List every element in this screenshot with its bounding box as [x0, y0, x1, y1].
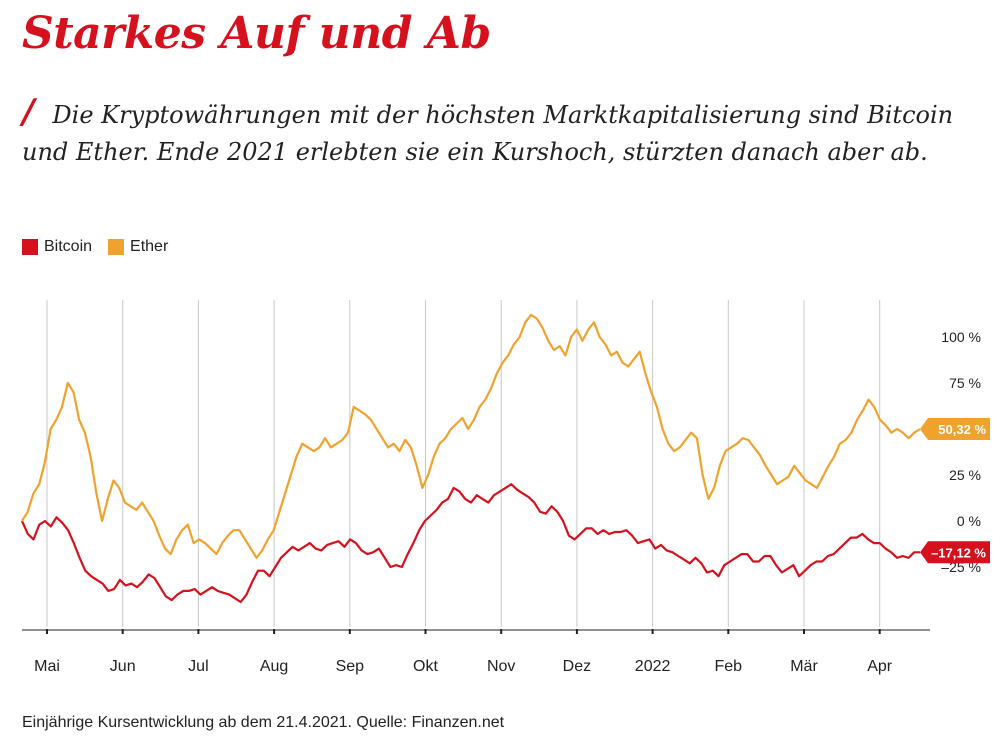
- x-tick-label: 2022: [635, 658, 671, 675]
- x-tick-label: Sep: [336, 658, 365, 675]
- x-tick-label: Feb: [715, 658, 743, 675]
- y-tick-label: 25 %: [949, 467, 981, 483]
- chart-subtitle: / Die Kryptowährungen mit der höchsten Ma…: [22, 94, 982, 171]
- chart-title: Starkes Auf und Ab: [22, 8, 491, 59]
- legend-swatch-bitcoin: [22, 239, 38, 255]
- legend-label-bitcoin: Bitcoin: [44, 238, 93, 255]
- series-line-bitcoin: [20, 483, 920, 604]
- legend-item-bitcoin: Bitcoin: [22, 238, 92, 256]
- series-line-ether: [21, 313, 921, 559]
- x-tick-label: Jun: [110, 658, 136, 675]
- legend-item-ether: Ether: [108, 238, 168, 256]
- x-tick-label: Mär: [790, 658, 818, 675]
- subtitle-text: Die Kryptowährungen mit der höchsten Mar…: [22, 101, 954, 166]
- x-tick-label: Mai: [34, 658, 60, 675]
- end-label-ether: 50,32 %: [920, 418, 990, 440]
- x-tick-label: Jul: [188, 658, 208, 675]
- slash-mark: /: [22, 92, 35, 132]
- y-tick-label: 100 %: [941, 329, 981, 345]
- x-tick-label: Dez: [563, 658, 591, 675]
- end-label-bg-bitcoin: [920, 541, 990, 564]
- legend: Bitcoin Ether: [22, 238, 168, 256]
- end-label-text-bitcoin: –17,12 %: [931, 545, 986, 560]
- x-tick-label: Nov: [487, 658, 515, 675]
- legend-label-ether: Ether: [130, 238, 169, 255]
- x-tick-label: Apr: [867, 658, 893, 675]
- x-tick-label: Okt: [413, 658, 438, 675]
- x-tick-label: Aug: [260, 658, 288, 675]
- end-label-text-ether: 50,32 %: [938, 422, 986, 437]
- y-tick-label: 75 %: [949, 375, 981, 391]
- end-label-bitcoin: –17,12 %: [920, 541, 990, 564]
- source-note: Einjährige Kursentwicklung ab dem 21.4.2…: [22, 714, 505, 731]
- y-tick-label: 0 %: [957, 513, 981, 529]
- legend-swatch-ether: [108, 239, 125, 255]
- end-label-bg-ether: [920, 418, 990, 440]
